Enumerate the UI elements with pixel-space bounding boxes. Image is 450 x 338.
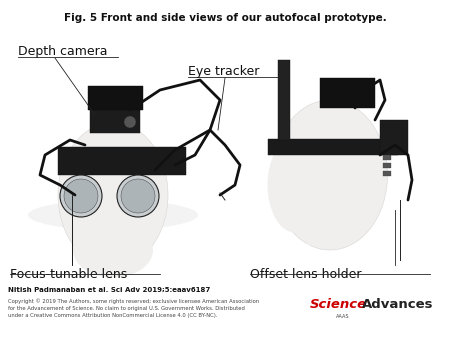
Text: Advances: Advances xyxy=(362,298,433,312)
Bar xyxy=(58,147,186,175)
Ellipse shape xyxy=(64,179,98,213)
Bar xyxy=(90,95,140,133)
Ellipse shape xyxy=(73,222,153,277)
Text: Offset lens holder: Offset lens holder xyxy=(250,268,361,282)
Ellipse shape xyxy=(58,122,168,267)
Ellipse shape xyxy=(124,116,136,128)
Bar xyxy=(320,78,375,108)
Bar xyxy=(268,139,398,155)
Bar xyxy=(88,86,143,110)
Bar xyxy=(383,155,391,160)
Text: Copyright © 2019 The Authors, some rights reserved; exclusive licensee American : Copyright © 2019 The Authors, some right… xyxy=(8,298,259,318)
Text: Eye tracker: Eye tracker xyxy=(188,66,259,78)
Text: Science: Science xyxy=(310,298,367,312)
Ellipse shape xyxy=(273,100,387,250)
Text: AAAS: AAAS xyxy=(336,314,350,318)
Text: Focus-tunable lens: Focus-tunable lens xyxy=(10,268,127,282)
Bar xyxy=(383,163,391,168)
Ellipse shape xyxy=(267,138,323,233)
Bar xyxy=(307,200,347,245)
Text: Fig. 5 Front and side views of our autofocal prototype.: Fig. 5 Front and side views of our autof… xyxy=(63,13,387,23)
Ellipse shape xyxy=(28,200,198,230)
Text: Nitish Padmanaban et al. Sci Adv 2019;5:eaav6187: Nitish Padmanaban et al. Sci Adv 2019;5:… xyxy=(8,287,210,293)
Bar xyxy=(278,60,290,140)
Ellipse shape xyxy=(60,175,102,217)
Text: Depth camera: Depth camera xyxy=(18,46,108,58)
Ellipse shape xyxy=(121,179,155,213)
Ellipse shape xyxy=(117,175,159,217)
Bar xyxy=(383,171,391,176)
Bar xyxy=(380,120,408,155)
